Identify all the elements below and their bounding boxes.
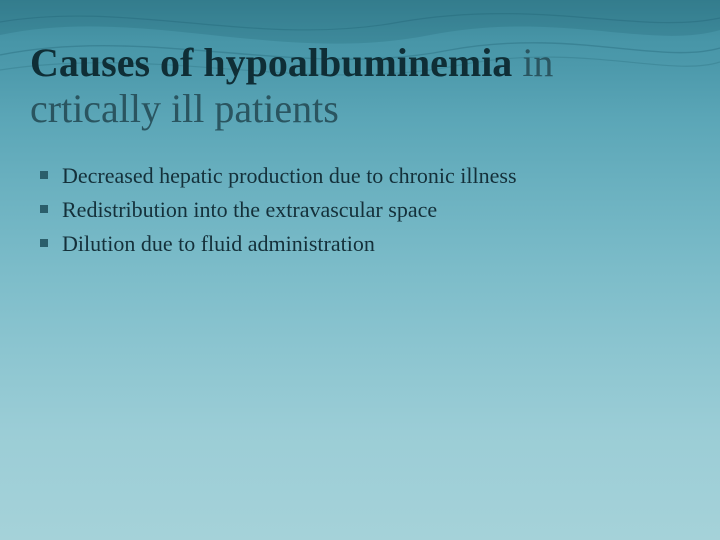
list-item: Redistribution into the extravascular sp…: [36, 194, 690, 226]
bullet-list: Decreased hepatic production due to chro…: [30, 160, 690, 260]
title-bold: Causes of hypoalbuminemia: [30, 40, 512, 85]
slide: Causes of hypoalbuminemia in crtically i…: [0, 0, 720, 540]
bullet-text: Dilution due to fluid administration: [62, 231, 375, 256]
bullet-text: Decreased hepatic production due to chro…: [62, 163, 517, 188]
slide-title: Causes of hypoalbuminemia in crtically i…: [30, 40, 690, 132]
slide-content: Causes of hypoalbuminemia in crtically i…: [0, 0, 720, 292]
list-item: Decreased hepatic production due to chro…: [36, 160, 690, 192]
list-item: Dilution due to fluid administration: [36, 228, 690, 260]
bullet-text: Redistribution into the extravascular sp…: [62, 197, 437, 222]
